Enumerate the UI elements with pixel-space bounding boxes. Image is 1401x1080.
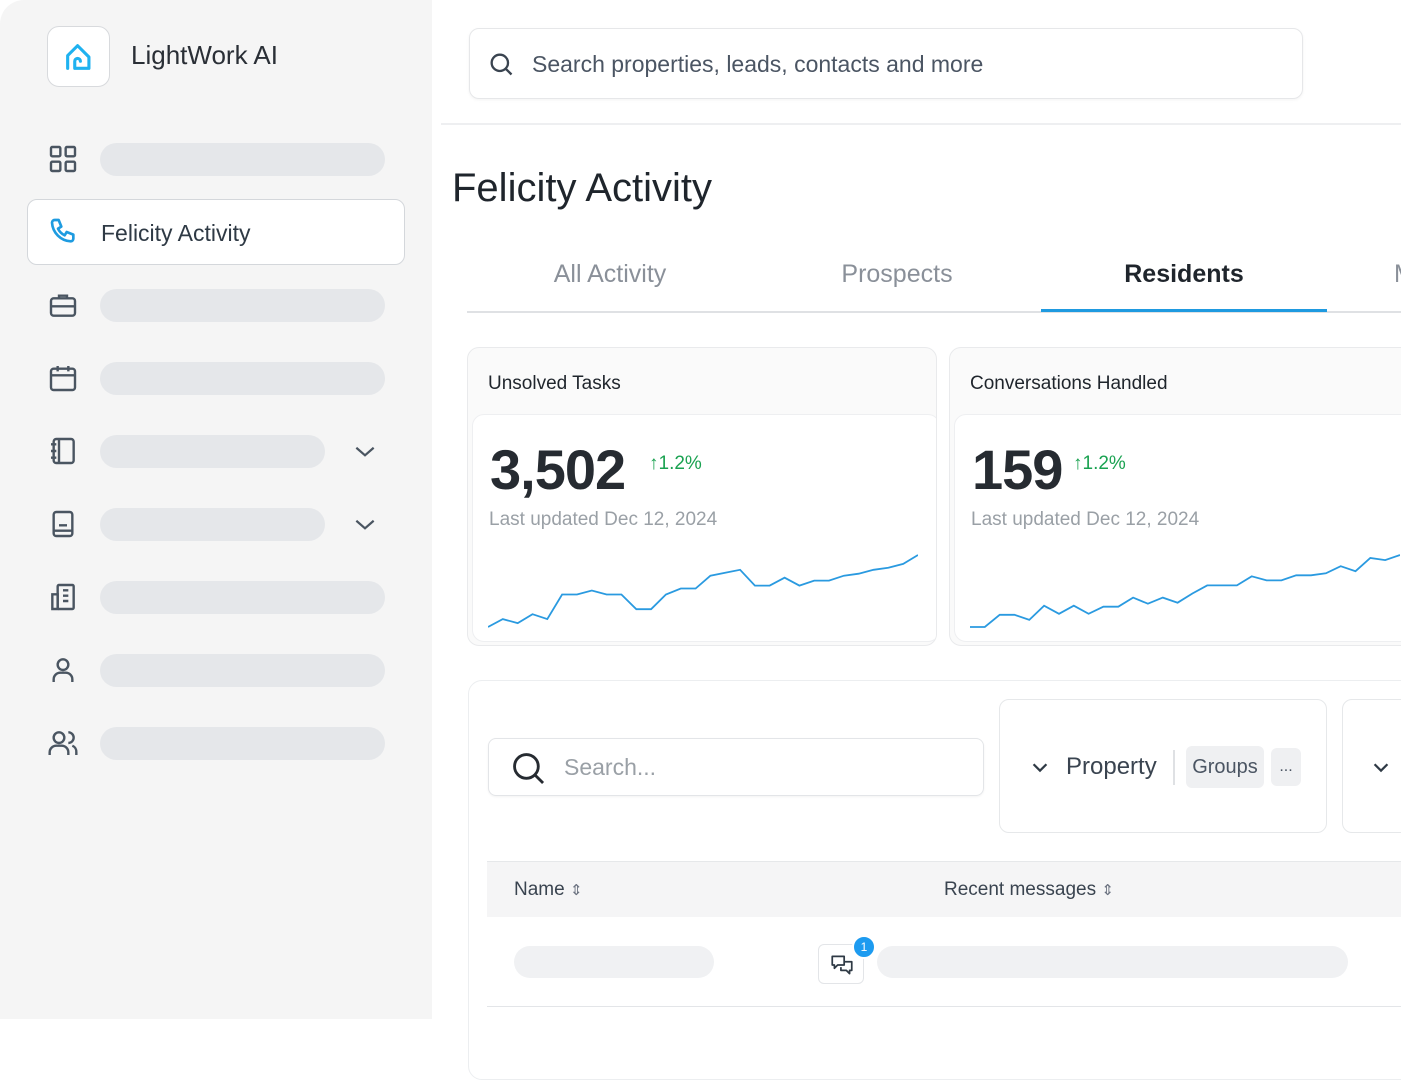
sidebar-item-label: Felicity Activity xyxy=(101,220,251,246)
active-tab-indicator xyxy=(1041,309,1327,312)
tab-all-activity[interactable]: All Activity xyxy=(553,260,667,288)
book-icon[interactable] xyxy=(47,508,79,540)
search-icon xyxy=(513,753,545,785)
sparkline-chart xyxy=(970,554,1400,628)
sparkline-chart xyxy=(488,554,918,628)
delta-value: 1.2% xyxy=(658,453,702,474)
tab-prospects[interactable]: Prospects xyxy=(841,260,953,288)
sparkline-line xyxy=(970,554,1400,628)
chat-bubbles-icon xyxy=(831,955,853,975)
briefcase-icon[interactable] xyxy=(47,289,79,321)
chevron-down-icon[interactable] xyxy=(352,511,378,537)
global-search-input[interactable]: Search properties, leads, contacts and m… xyxy=(469,28,1303,99)
sidebar-item-placeholder[interactable] xyxy=(100,362,385,395)
page-title: Felicity Activity xyxy=(452,166,713,210)
column-name[interactable]: Name ⇕ xyxy=(514,879,583,901)
search-placeholder: Search... xyxy=(564,754,657,780)
phone-icon xyxy=(50,218,75,243)
property-label: Property xyxy=(1066,753,1157,780)
grid-icon[interactable] xyxy=(47,143,79,175)
sparkline-line xyxy=(488,554,918,628)
unread-badge: 1 xyxy=(852,935,876,959)
table-row[interactable]: 1 xyxy=(487,917,1401,1007)
sort-icon[interactable]: ⇕ xyxy=(569,882,583,899)
sidebar-item-felicity-activity[interactable]: Felicity Activity xyxy=(27,199,405,265)
app-logo[interactable] xyxy=(47,26,110,87)
sort-icon[interactable]: ⇕ xyxy=(1101,882,1114,899)
column-recent-messages[interactable]: Recent messages ⇕ xyxy=(944,879,1114,901)
search-icon xyxy=(490,53,513,76)
sidebar-item-placeholder[interactable] xyxy=(100,727,385,760)
sidebar-item-placeholder[interactable] xyxy=(100,581,385,614)
calendar-icon[interactable] xyxy=(47,362,79,394)
card-title: Unsolved Tasks xyxy=(488,373,621,394)
stat-delta: ↑1.2% xyxy=(649,453,702,475)
notebook-icon[interactable] xyxy=(47,435,79,467)
secondary-filter[interactable] xyxy=(1342,699,1401,833)
users-icon[interactable] xyxy=(47,727,79,759)
name-placeholder xyxy=(514,946,714,978)
arrow-up-icon: ↑ xyxy=(1073,453,1083,474)
search-placeholder: Search properties, leads, contacts and m… xyxy=(532,51,984,77)
stat-delta: ↑1.2% xyxy=(1073,453,1126,475)
stat-card-conversations-handled: Conversations Handled 159 ↑1.2% Last upd… xyxy=(949,347,1401,646)
user-icon[interactable] xyxy=(47,654,79,686)
brand-name: LightWork AI xyxy=(131,40,278,70)
chevron-down-icon[interactable] xyxy=(352,438,378,464)
tab-residents[interactable]: Residents xyxy=(1124,260,1244,288)
house-icon xyxy=(65,43,90,70)
table-header: Name ⇕ Recent messages ⇕ xyxy=(487,861,1401,917)
column-label: Name xyxy=(514,879,565,900)
last-updated: Last updated Dec 12, 2024 xyxy=(971,509,1200,530)
sidebar-item-placeholder[interactable] xyxy=(100,289,385,322)
tab-more[interactable]: M xyxy=(1394,260,1401,289)
tabs-baseline xyxy=(467,311,1401,313)
building-icon[interactable] xyxy=(47,581,79,613)
table-search-input[interactable]: Search... xyxy=(488,738,984,796)
delta-value: 1.2% xyxy=(1082,453,1126,474)
more-chip[interactable]: ... xyxy=(1271,748,1301,786)
groups-chip[interactable]: Groups xyxy=(1186,746,1264,788)
message-placeholder xyxy=(877,946,1348,978)
chevron-down-icon[interactable] xyxy=(1370,756,1392,778)
stat-value: 3,502 xyxy=(490,438,626,501)
last-updated: Last updated Dec 12, 2024 xyxy=(489,509,718,530)
sidebar-item-placeholder[interactable] xyxy=(100,654,385,687)
property-filter[interactable]: Property Groups ... xyxy=(999,699,1327,833)
divider xyxy=(441,123,1401,125)
sidebar-item-placeholder[interactable] xyxy=(100,435,325,468)
arrow-up-icon: ↑ xyxy=(649,453,659,474)
stat-value: 159 xyxy=(972,438,1063,501)
card-title: Conversations Handled xyxy=(970,373,1168,394)
stat-card-unsolved-tasks: Unsolved Tasks 3,502 ↑1.2% Last updated … xyxy=(467,347,937,646)
sidebar-item-placeholder[interactable] xyxy=(100,508,325,541)
separator xyxy=(1173,750,1175,785)
column-label: Recent messages xyxy=(944,879,1097,900)
sidebar-item-placeholder[interactable] xyxy=(100,143,385,176)
chevron-down-icon[interactable] xyxy=(1029,756,1051,778)
